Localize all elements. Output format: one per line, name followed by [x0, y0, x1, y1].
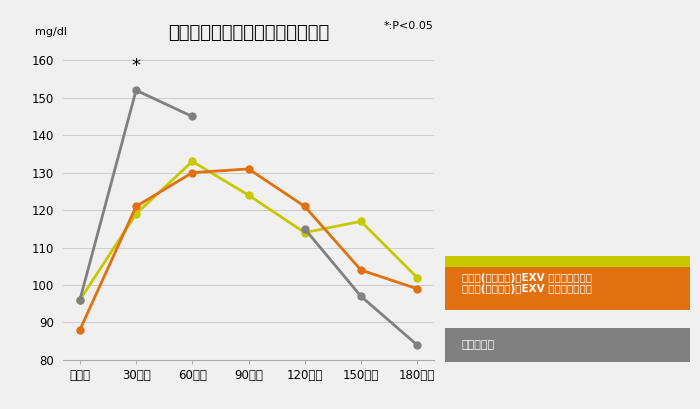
Text: *:P<0.05: *:P<0.05 — [384, 21, 434, 31]
Text: 食パン(焼きあり)＋EXV オリーブオイル: 食パン(焼きあり)＋EXV オリーブオイル — [462, 272, 592, 283]
Text: 食パンのみ: 食パンのみ — [462, 340, 495, 350]
Text: mg/dl: mg/dl — [35, 27, 67, 37]
Title: パンを食べたときの血糖値の変化: パンを食べたときの血糖値の変化 — [168, 24, 329, 42]
Text: 食パン(焼きなし)＋EXV オリーブオイル: 食パン(焼きなし)＋EXV オリーブオイル — [462, 284, 592, 294]
Text: *: * — [132, 57, 141, 75]
